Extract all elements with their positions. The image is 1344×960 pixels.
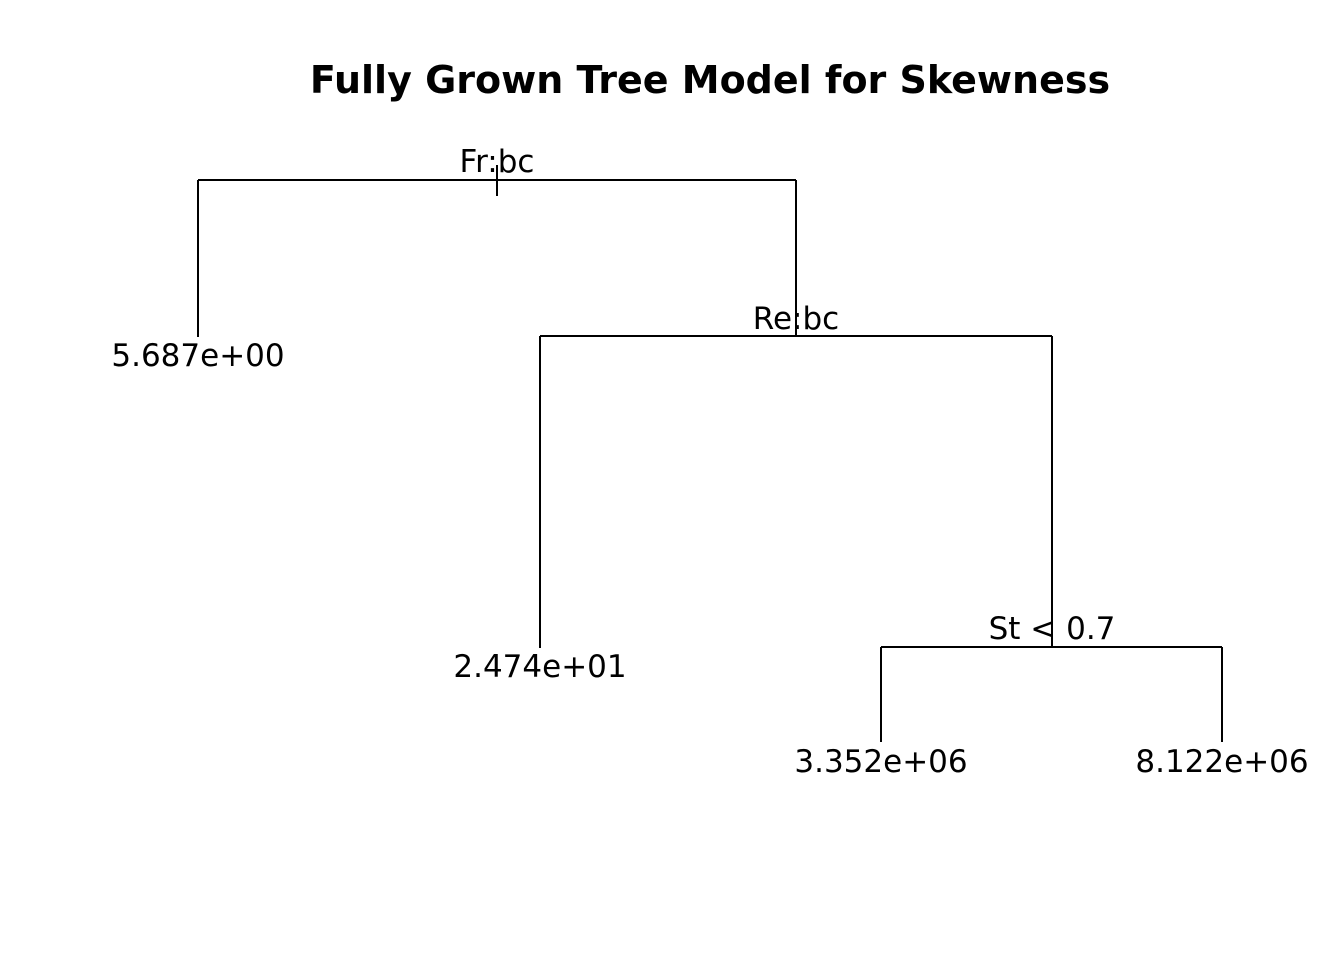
leaf-right-left: 2.474e+01 bbox=[453, 649, 626, 685]
split-root: Fr:bc bbox=[197, 144, 797, 337]
leaf-right-right-left: 3.352e+06 bbox=[794, 744, 967, 780]
split-label-root: Fr:bc bbox=[460, 144, 535, 180]
diagram-title: Fully Grown Tree Model for Skewness bbox=[310, 58, 1110, 102]
split-label-right: Re:bc bbox=[753, 301, 839, 337]
split-right: Re:bc bbox=[539, 301, 1053, 648]
leaf-right-right-right: 8.122e+06 bbox=[1135, 744, 1308, 780]
split-right-right: St < 0.7 bbox=[880, 611, 1223, 742]
split-label-right-right: St < 0.7 bbox=[989, 611, 1116, 647]
leaf-root-left: 5.687e+00 bbox=[111, 338, 284, 374]
